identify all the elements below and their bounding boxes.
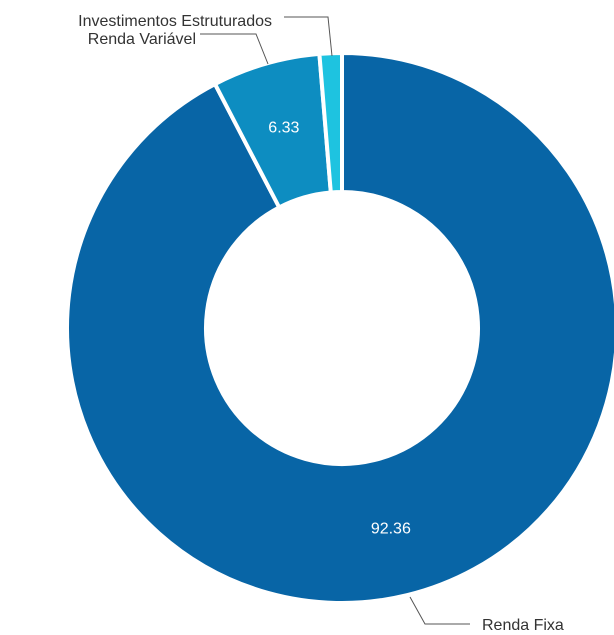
callout-label-investimentos-estruturados: Investimentos Estruturados [78,13,272,30]
callout-label-renda-fixa: Renda Fixa [482,617,564,634]
slice-renda-fixa[interactable] [65,51,614,605]
callout-line-renda-variavel [200,33,269,65]
value-label-group: 92.36 6.33 [268,120,411,538]
slice-group [65,51,614,605]
value-label-renda-fixa: 92.36 [371,521,411,538]
slice-investimentos-estruturados[interactable] [317,51,344,195]
callout-line-renda-fixa [409,596,470,625]
value-label-renda-variavel: 6.33 [268,120,299,137]
callout-label-renda-variavel: Renda Variável [88,31,196,48]
callout-line-investimentos-estruturados [284,16,333,57]
